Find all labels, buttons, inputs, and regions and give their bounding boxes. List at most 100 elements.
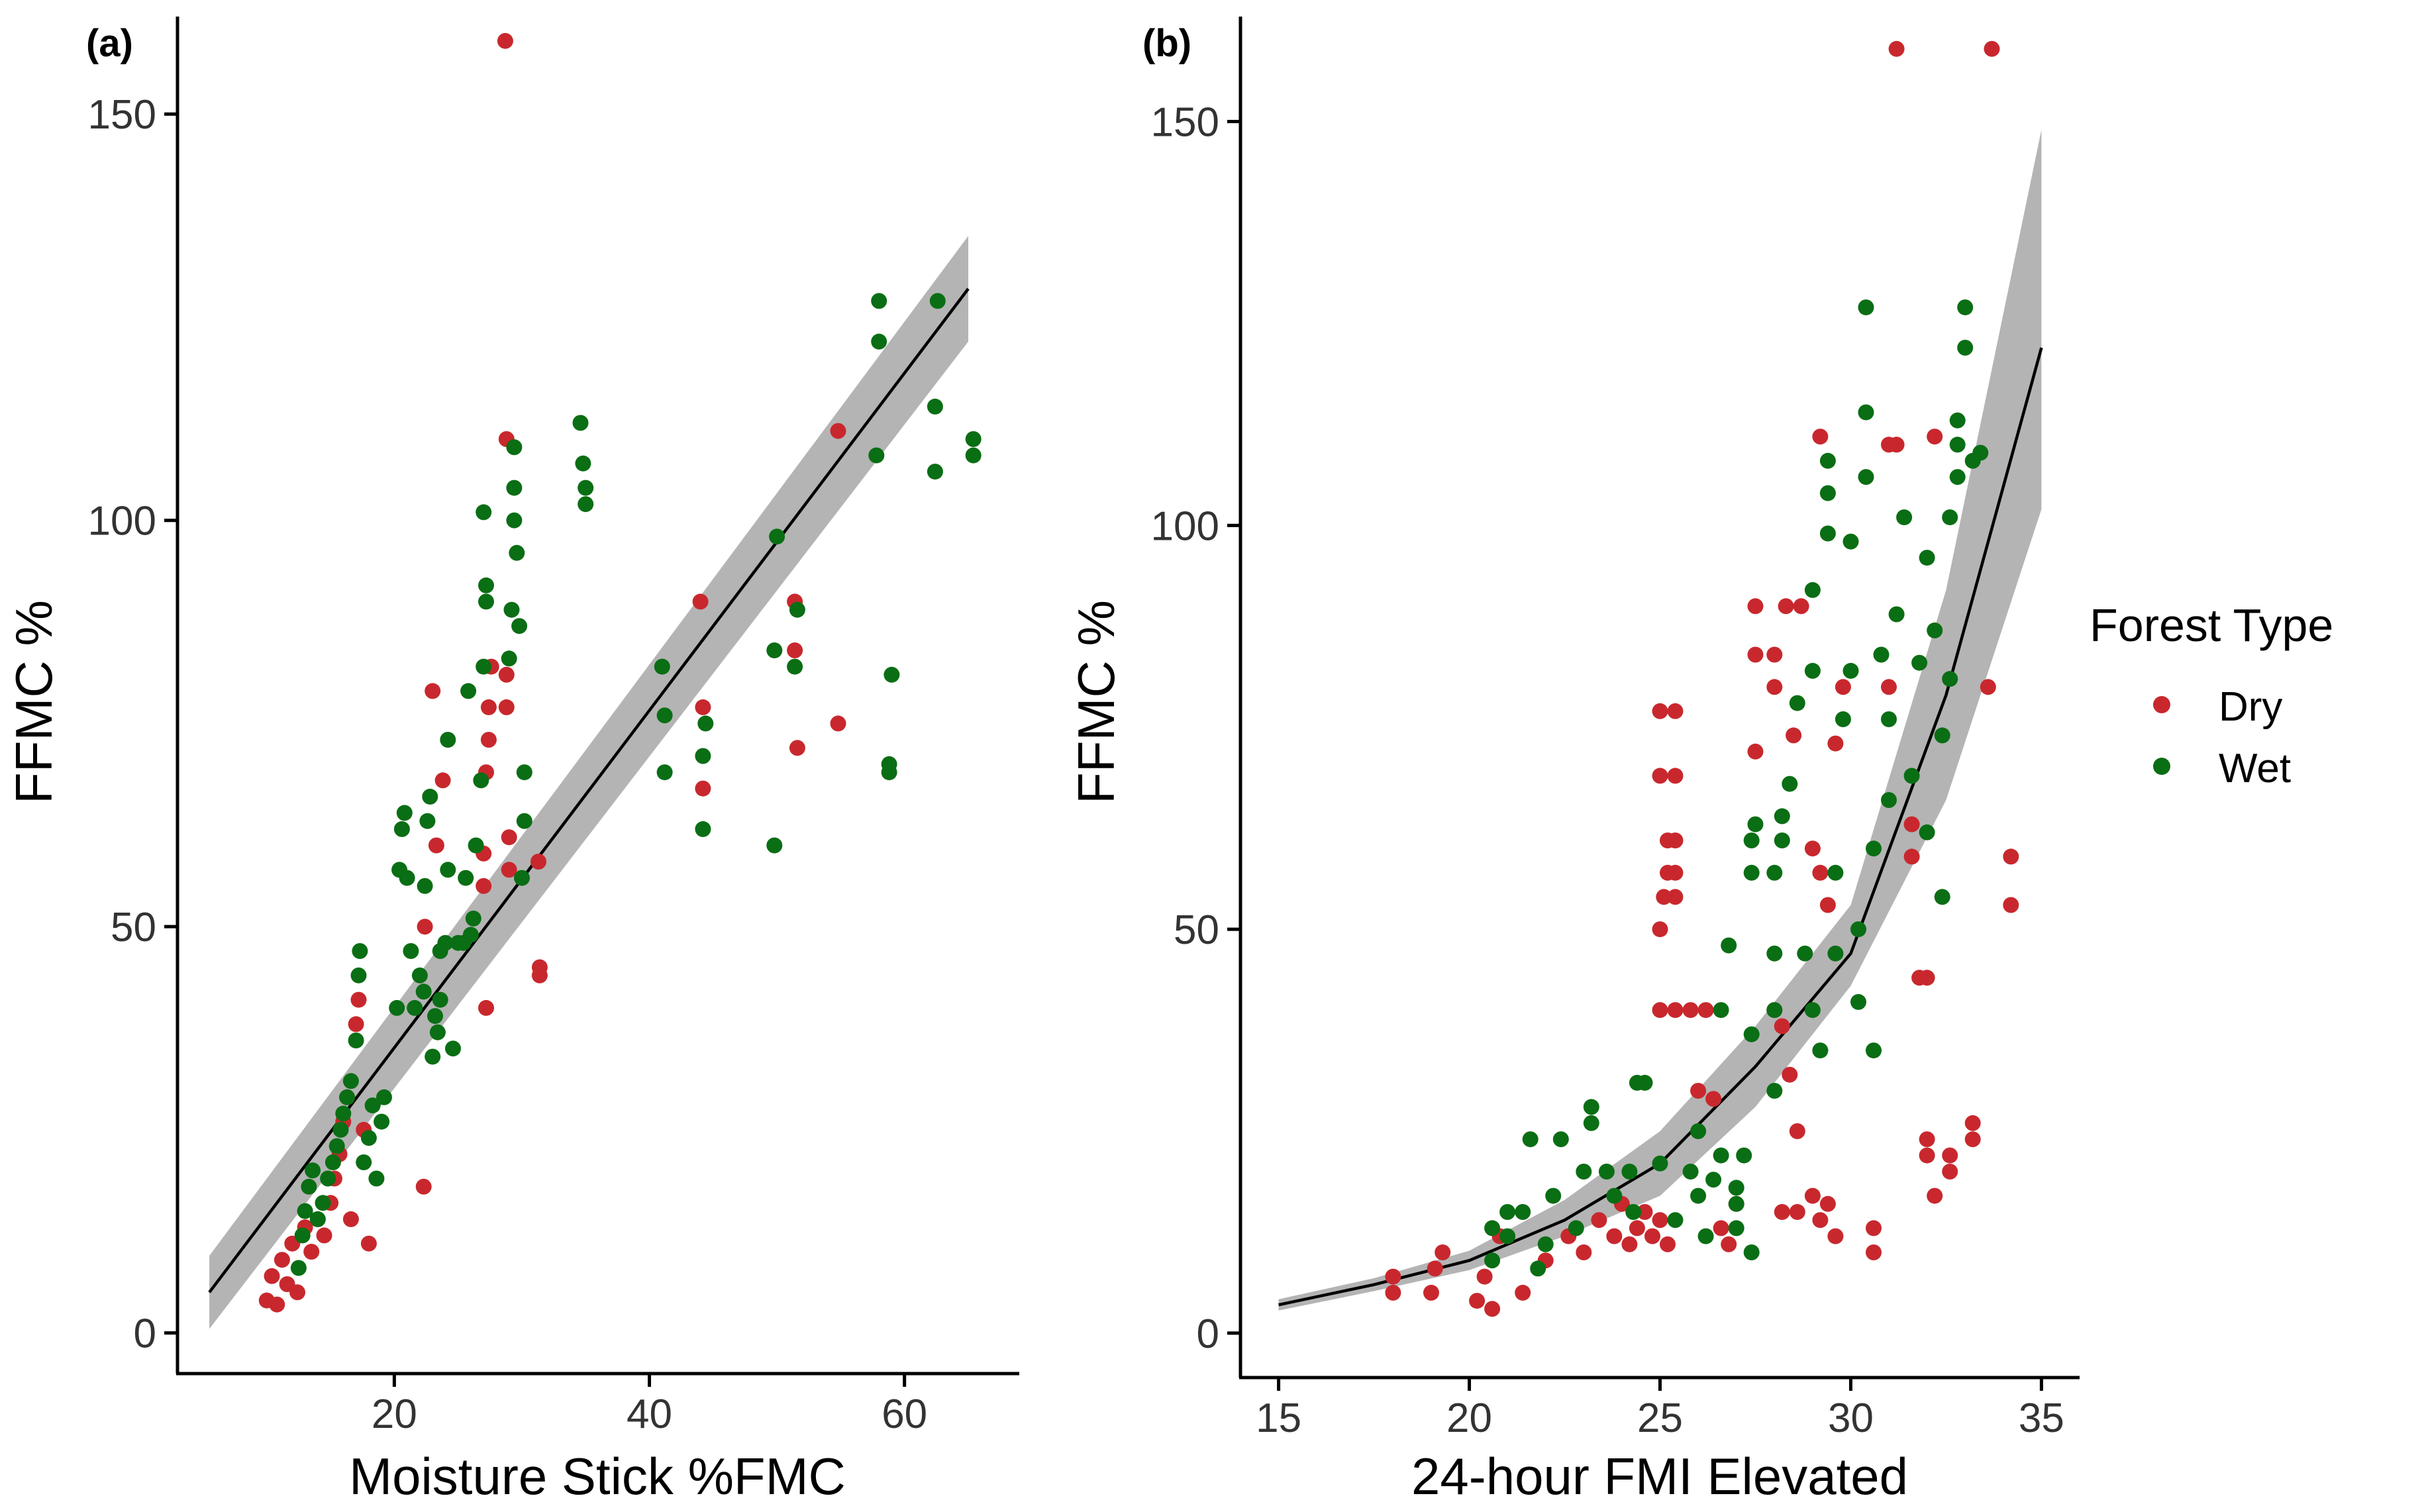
panel-b-point-wet — [1949, 412, 1966, 428]
panel-a-y-ticks: 0 50 100 150 — [88, 92, 177, 1357]
panel-b-point-wet — [1819, 485, 1836, 501]
panel-a-point-wet — [425, 1048, 441, 1065]
panel-a-point-wet — [462, 927, 479, 943]
panel-b-point-wet — [1484, 1220, 1501, 1236]
panel-b-point-wet — [1637, 1074, 1653, 1091]
panel-b-point-dry — [1476, 1268, 1493, 1285]
panel-a-point-wet — [881, 756, 897, 772]
panel-a-point-wet — [789, 601, 805, 618]
panel-a-point-wet — [654, 658, 670, 675]
panel-a-y-tick-label: 150 — [88, 92, 156, 138]
panel-a-point-dry — [425, 683, 441, 699]
panel-b-point-dry — [1812, 864, 1829, 881]
panel-b-point-wet — [1804, 1002, 1821, 1019]
panel-a-point-wet — [501, 650, 517, 667]
panel-a-point-dry — [498, 699, 515, 715]
panel-b-point-wet — [1743, 1244, 1760, 1260]
panel-b-point-wet — [1499, 1204, 1516, 1220]
panel-a-x-tick-label: 40 — [627, 1391, 672, 1437]
panel-a-point-wet — [787, 658, 803, 675]
panel-a-point-wet — [516, 764, 532, 781]
panel-a-point-wet — [417, 878, 433, 894]
panel-a-point-wet — [871, 333, 887, 350]
panel-a-point-dry — [830, 715, 846, 732]
panel-b-label: (b) — [1142, 22, 1191, 65]
panel-b-point-wet — [1819, 525, 1836, 542]
panel-b-point-dry — [1881, 679, 1897, 695]
panel-a-point-wet — [305, 1162, 321, 1179]
panel-b-point-dry — [1629, 1220, 1645, 1236]
panel-b-point-dry — [1435, 1244, 1451, 1260]
panel-b-point-wet — [1515, 1204, 1531, 1220]
panel-a-point-wet — [868, 447, 885, 464]
panel-b-point-wet — [1850, 921, 1866, 938]
panel-b-point-wet — [1819, 452, 1836, 469]
panel-b-point-dry — [1919, 1147, 1935, 1164]
panel-a-point-wet — [871, 293, 887, 309]
panel-b-point-dry — [1888, 40, 1905, 57]
panel-b-point-wet — [1766, 945, 1783, 962]
panel-b-point-dry — [1774, 1204, 1790, 1220]
panel-a-point-dry — [303, 1244, 320, 1260]
panel-a-point-dry — [342, 1211, 359, 1227]
panel-b-point-wet — [1530, 1260, 1546, 1277]
panel-b-point-wet — [1850, 993, 1866, 1010]
panel-b-point-dry — [1793, 598, 1809, 615]
panel-a-point-wet — [478, 577, 494, 593]
panel-b-point-wet — [1919, 550, 1935, 566]
panel-a-point-wet — [376, 1089, 392, 1105]
panel-b-point-wet — [1782, 776, 1798, 792]
panel-a-point-wet — [360, 1130, 377, 1146]
panel-b-point-dry — [1927, 428, 1943, 445]
panel-a-point-dry — [695, 780, 711, 797]
panel-a-point-wet — [399, 870, 415, 886]
panel-b-point-wet — [1743, 864, 1760, 881]
panel-b-point-dry — [1774, 1018, 1790, 1034]
panel-b-point-dry — [1621, 1236, 1638, 1252]
panel-a-point-wet — [506, 439, 523, 456]
panel-a-point-dry — [417, 919, 433, 935]
panel-b-point-wet — [1728, 1180, 1744, 1196]
panel-b-point-dry — [1789, 1123, 1805, 1139]
panel-a-x-ticks: 20 40 60 — [372, 1374, 927, 1437]
panel-a-point-dry — [787, 642, 803, 658]
panel-a-point-dry — [830, 423, 846, 439]
panel-b-point-wet — [1583, 1115, 1599, 1131]
panel-a-x-axis-title: Moisture Stick %FMC — [349, 1447, 846, 1505]
panel-b-point-dry — [1667, 864, 1684, 881]
panel-b-point-dry — [1690, 1083, 1707, 1099]
panel-a-point-wet — [965, 431, 982, 447]
panel-b-point-wet — [1812, 1042, 1829, 1059]
panel-b-point-dry — [1385, 1268, 1401, 1285]
panel-b-point-wet — [1842, 662, 1859, 679]
panel-b-y-tick-label: 0 — [1197, 1311, 1219, 1357]
panel-b-point-wet — [1858, 299, 1874, 316]
panel-b-point-wet — [1743, 1026, 1760, 1042]
panel-a-point-wet — [294, 1227, 311, 1244]
panel-a-point-wet — [506, 479, 523, 496]
panel-b-point-dry — [1827, 1228, 1844, 1244]
panel-b-point-dry — [1782, 1066, 1798, 1083]
panel-a-point-wet — [332, 1121, 349, 1138]
panel-b-x-axis-title: 24-hour FMI Elevated — [1411, 1447, 1908, 1505]
panel-b-point-dry — [1667, 832, 1684, 848]
panel-b-point-wet — [1728, 1195, 1744, 1212]
panel-b-point-wet — [1903, 768, 1920, 784]
panel-b-point-wet — [1942, 509, 1958, 526]
panel-b-point-wet — [1797, 945, 1813, 962]
panel-b-point-wet — [1713, 1002, 1729, 1019]
panel-b-point-dry — [1713, 1220, 1729, 1236]
panel-b-point-dry — [1644, 1228, 1660, 1244]
panel-a-point-wet — [927, 398, 943, 415]
panel-a-point-dry — [476, 878, 492, 894]
panel-b-point-dry — [1385, 1284, 1401, 1301]
panel-a-point-wet — [301, 1178, 317, 1195]
panel-b-point-dry — [1576, 1244, 1592, 1260]
panel-b-point-dry — [1667, 889, 1684, 905]
panel-b-point-wet — [1804, 662, 1821, 679]
panel-b-point-wet — [1888, 606, 1905, 623]
panel-b-point-wet — [1866, 840, 1882, 857]
panel-a-point-dry — [360, 1235, 377, 1252]
panel-b-point-dry — [1827, 735, 1844, 752]
